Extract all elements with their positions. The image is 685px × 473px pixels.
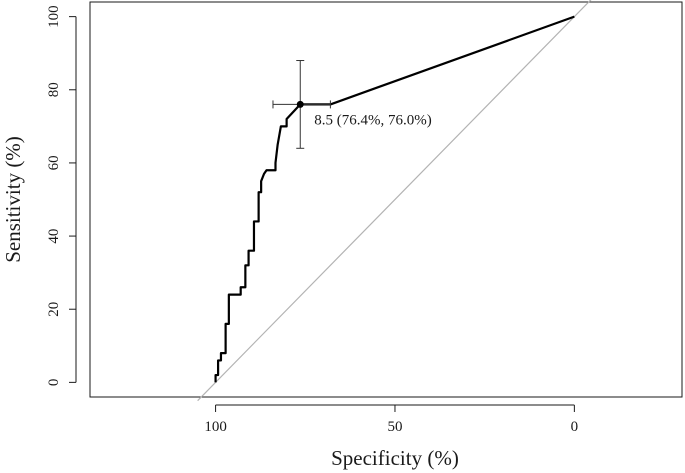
x-axis: 100 50 0 xyxy=(204,404,579,435)
y-tick-label-20: 20 xyxy=(46,302,62,317)
reference-diagonal-layer xyxy=(197,0,592,402)
optimal-point-label: 8.5 (76.4%, 76.0%) xyxy=(314,112,431,128)
x-axis-title: Specificity (%) xyxy=(331,446,459,470)
roc-curve-layer xyxy=(214,15,575,383)
y-tick-label-100: 100 xyxy=(46,5,62,28)
x-tick-label-0: 0 xyxy=(571,419,579,435)
x-tick-label-50: 50 xyxy=(387,419,402,435)
optimal-point-marker xyxy=(296,100,304,108)
x-tick-label-100: 100 xyxy=(204,419,227,435)
y-axis-title: Sensitivity (%) xyxy=(1,136,25,263)
y-axis: 0 20 40 60 80 100 xyxy=(46,5,77,387)
y-tick-label-80: 80 xyxy=(46,82,62,97)
plot-frame xyxy=(89,1,683,398)
reference-diagonal-line xyxy=(197,0,592,402)
optimal-point-layer: 8.5 (76.4%, 76.0%) xyxy=(272,60,432,149)
roc-curve-line-0 xyxy=(214,15,575,383)
y-tick-label-40: 40 xyxy=(46,229,62,244)
y-tick-label-60: 60 xyxy=(46,155,62,170)
y-tick-label-0: 0 xyxy=(46,379,62,387)
